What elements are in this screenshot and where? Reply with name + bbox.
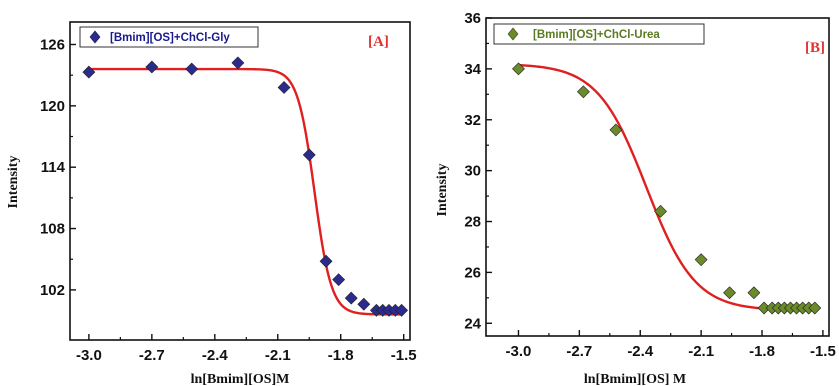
panel-b-fit-curve	[518, 63, 815, 312]
x-tick-label: -3.0	[76, 347, 102, 364]
data-point	[654, 204, 667, 218]
data-point	[302, 148, 316, 162]
data-point	[609, 123, 623, 137]
x-tick-label: -1.8	[749, 343, 775, 360]
data-point	[277, 81, 291, 94]
panel-a-x-axis-label: ln[Bmim][OS]M	[191, 372, 290, 386]
x-tick-label: -2.1	[688, 343, 714, 360]
data-point	[808, 301, 822, 315]
panel-a-legend-box	[79, 26, 259, 48]
data-point	[319, 254, 333, 268]
panel-b-legend-marker	[507, 27, 519, 41]
panel-a: -3.0 -2.7 -2.4 -2.1 -1.8 -1.5102108114120126 …	[6, 21, 417, 386]
data-point	[332, 273, 346, 287]
panel-a-legend-marker	[89, 30, 101, 44]
panel-b-x-axis-label: ln[Bmim][OS] M	[584, 372, 686, 386]
data-point	[185, 62, 199, 76]
x-tick-label: -1.8	[328, 347, 354, 364]
data-point	[357, 297, 371, 311]
y-tick-label: 34	[464, 61, 481, 78]
x-tick-label: -2.4	[202, 347, 229, 364]
data-point	[694, 253, 708, 267]
x-tick-label: -1.5	[391, 347, 417, 364]
x-tick-label: -2.4	[627, 343, 654, 360]
panel-a-axes: -3.0 -2.7 -2.4 -2.1 -1.8 -1.5 102 108 114 120 126	[40, 36, 417, 364]
panel-b-legend-box	[493, 23, 705, 45]
x-tick-label: -2.1	[265, 347, 291, 364]
panel-b-legend: [Bmim][OS]+ChCl-Urea	[493, 23, 705, 45]
x-tick-label: -2.7	[566, 343, 592, 360]
panel-a-label: [A]	[368, 34, 389, 50]
x-tick-label: -1.5	[810, 343, 836, 360]
panel-b-plot-frame	[485, 17, 830, 337]
panel-a-data-points	[82, 56, 409, 317]
data-point	[145, 60, 159, 74]
y-tick-label: 24	[464, 315, 481, 332]
data-point	[747, 286, 761, 300]
y-tick-label: 114	[41, 159, 66, 176]
y-tick-label: 102	[40, 282, 65, 299]
panel-a-plot-frame	[69, 21, 411, 341]
data-point	[395, 303, 409, 317]
panel-b-legend-label: [Bmim][OS]+ChCl-Urea	[533, 29, 660, 41]
panel-b-axes: -3.0 -2.7 -2.4 -2.1 -1.8 -1.5 24 26 28 30 32 34 36	[464, 10, 836, 360]
data-point	[723, 286, 736, 300]
y-tick-label: 30	[464, 163, 481, 180]
data-point	[576, 85, 590, 99]
data-point	[231, 56, 245, 70]
panel-a-y-axis-label: Intensity	[6, 156, 21, 209]
panel-a-fit-curve	[88, 67, 402, 316]
panel-a-legend-label: [Bmim][OS]+ChCl-Gly	[110, 32, 230, 44]
y-tick-label: 126	[40, 36, 65, 53]
data-point	[512, 62, 525, 76]
panel-b-y-axis-label: Intensity	[435, 164, 450, 217]
data-point	[344, 291, 358, 305]
y-tick-label: 36	[464, 10, 481, 27]
panel-b-data-points	[512, 62, 822, 315]
x-tick-label: -3.0	[506, 343, 532, 360]
y-tick-label: 26	[464, 264, 481, 281]
y-tick-label: 28	[464, 214, 481, 231]
y-tick-label: 32	[464, 112, 481, 129]
y-tick-label: 108	[40, 221, 65, 238]
data-point	[82, 65, 96, 79]
panel-b: -3.0 -2.7 -2.4 -2.1 -1.8 -1.5 24 26 28 30 32 34 36 […	[435, 10, 836, 386]
panel-a-legend: [Bmim][OS]+ChCl-Gly	[79, 26, 259, 48]
x-tick-label: -2.7	[139, 347, 165, 364]
y-tick-label: 120	[40, 98, 65, 115]
panel-b-label: [B]	[805, 40, 825, 56]
